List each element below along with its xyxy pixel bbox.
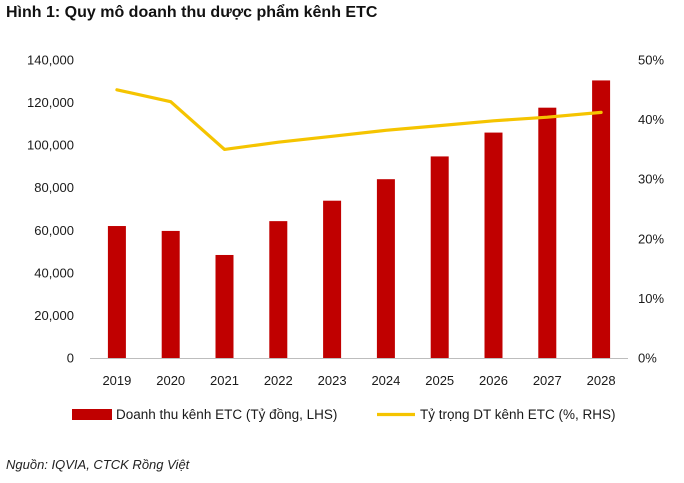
right-tick-label: 30%	[638, 172, 664, 187]
x-axis-ticks: 2019 2020 2021 2022 2023 2024 2025 2026 2027 2028	[102, 373, 615, 388]
x-tick-label: 2020	[156, 373, 185, 388]
x-tick-label: 2023	[318, 373, 347, 388]
left-tick-label: 60,000	[34, 223, 74, 238]
left-tick-label: 0	[67, 351, 74, 366]
right-tick-label: 10%	[638, 291, 664, 306]
bar-series	[107, 80, 611, 359]
legend: Doanh thu kênh ETC (Tỷ đồng, LHS) Tỷ trọn…	[72, 407, 616, 422]
legend-bar-swatch	[72, 409, 112, 420]
left-axis-ticks: 0 20,000 40,000 60,000 80,000 100,000 120,000 1…	[27, 53, 74, 366]
x-tick-label: 2026	[479, 373, 508, 388]
bar-2026	[484, 132, 503, 358]
left-tick-label: 80,000	[34, 180, 74, 195]
legend-line-label: Tỷ trọng DT kênh ETC (%, RHS)	[420, 407, 616, 422]
x-tick-label: 2019	[102, 373, 131, 388]
x-tick-label: 2021	[210, 373, 239, 388]
bar-2021	[215, 254, 234, 358]
bar-2022	[269, 221, 288, 358]
right-tick-label: 20%	[638, 231, 664, 246]
line-series	[115, 88, 603, 151]
left-tick-label: 40,000	[34, 265, 74, 280]
x-tick-label: 2025	[425, 373, 454, 388]
right-axis-ticks: 0% 10% 20% 30% 40% 50%	[638, 53, 664, 366]
x-tick-label: 2024	[371, 373, 400, 388]
bar-2028	[592, 80, 611, 358]
bar-2019	[107, 226, 126, 358]
line-share-series	[115, 88, 603, 151]
left-tick-label: 120,000	[27, 95, 74, 110]
left-tick-label: 100,000	[27, 138, 74, 153]
bar-2023	[323, 200, 342, 358]
left-tick-label: 20,000	[34, 308, 74, 323]
figure-title: Hình 1: Quy mô doanh thu dược phẩm kênh …	[6, 4, 378, 21]
right-tick-label: 40%	[638, 112, 664, 127]
x-tick-label: 2022	[264, 373, 293, 388]
bar-2027	[538, 107, 557, 359]
x-tick-label: 2028	[587, 373, 616, 388]
left-tick-label: 140,000	[27, 53, 74, 68]
legend-bar-label: Doanh thu kênh ETC (Tỷ đồng, LHS)	[116, 407, 337, 422]
right-tick-label: 0%	[638, 351, 657, 366]
bar-2025	[430, 156, 449, 358]
bar-2020	[161, 230, 180, 358]
x-tick-label: 2027	[533, 373, 562, 388]
bar-2024	[376, 179, 395, 358]
right-tick-label: 50%	[638, 53, 664, 68]
source-note: Nguồn: IQVIA, CTCK Rồng Việt	[6, 457, 190, 472]
